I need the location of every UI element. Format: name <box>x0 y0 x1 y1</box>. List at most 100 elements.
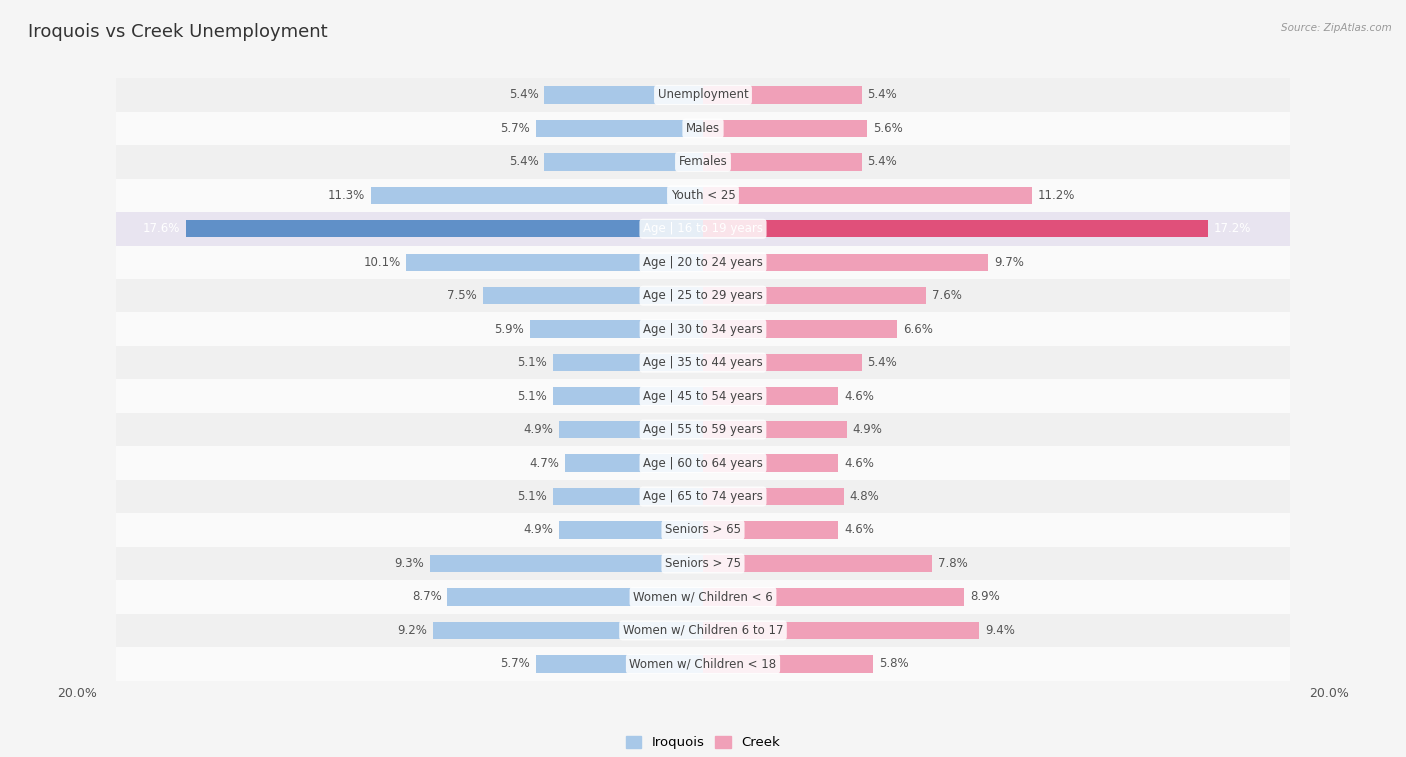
Bar <box>536 655 703 672</box>
Text: Females: Females <box>679 155 727 168</box>
Text: 20.0%: 20.0% <box>56 687 97 700</box>
Text: 5.1%: 5.1% <box>517 490 547 503</box>
Bar <box>544 86 703 104</box>
Text: 4.9%: 4.9% <box>523 423 553 436</box>
Text: Unemployment: Unemployment <box>658 89 748 101</box>
Text: 5.7%: 5.7% <box>501 657 530 671</box>
Text: 7.6%: 7.6% <box>932 289 962 302</box>
Text: Women w/ Children < 6: Women w/ Children < 6 <box>633 590 773 603</box>
Text: Age | 16 to 19 years: Age | 16 to 19 years <box>643 223 763 235</box>
Bar <box>115 145 1291 179</box>
Text: 5.6%: 5.6% <box>873 122 903 135</box>
Bar <box>115 447 1291 480</box>
Text: Seniors > 65: Seniors > 65 <box>665 524 741 537</box>
Text: 5.4%: 5.4% <box>509 89 538 101</box>
Text: 5.4%: 5.4% <box>868 155 897 168</box>
Bar <box>115 78 1291 111</box>
Bar <box>703 522 838 539</box>
Text: 5.4%: 5.4% <box>868 89 897 101</box>
Bar <box>433 621 703 639</box>
Bar <box>703 588 965 606</box>
Text: 5.1%: 5.1% <box>517 356 547 369</box>
Bar <box>115 614 1291 647</box>
Bar <box>115 513 1291 547</box>
Bar <box>703 320 897 338</box>
Bar <box>115 111 1291 145</box>
Text: Age | 20 to 24 years: Age | 20 to 24 years <box>643 256 763 269</box>
Text: 5.8%: 5.8% <box>879 657 908 671</box>
Text: 8.7%: 8.7% <box>412 590 441 603</box>
Bar <box>371 187 703 204</box>
Text: Source: ZipAtlas.com: Source: ZipAtlas.com <box>1281 23 1392 33</box>
Legend: Iroquois, Creek: Iroquois, Creek <box>620 731 786 755</box>
Text: Seniors > 75: Seniors > 75 <box>665 557 741 570</box>
Bar <box>703 621 979 639</box>
Text: 5.4%: 5.4% <box>868 356 897 369</box>
Text: Women w/ Children < 18: Women w/ Children < 18 <box>630 657 776 671</box>
Text: 7.8%: 7.8% <box>938 557 967 570</box>
Bar <box>553 388 703 405</box>
Text: 9.3%: 9.3% <box>394 557 425 570</box>
Bar <box>406 254 703 271</box>
Text: 11.3%: 11.3% <box>328 188 366 202</box>
Bar <box>703 120 868 137</box>
Bar <box>703 220 1208 238</box>
Bar <box>115 580 1291 614</box>
Text: 6.6%: 6.6% <box>903 322 932 335</box>
Bar <box>115 179 1291 212</box>
Text: 4.6%: 4.6% <box>844 390 875 403</box>
Bar <box>560 421 703 438</box>
Text: 17.2%: 17.2% <box>1213 223 1251 235</box>
Bar <box>553 354 703 372</box>
Bar <box>703 187 1032 204</box>
Text: 8.9%: 8.9% <box>970 590 1000 603</box>
Bar <box>703 86 862 104</box>
Text: 5.9%: 5.9% <box>494 322 524 335</box>
Bar <box>115 379 1291 413</box>
Text: 4.7%: 4.7% <box>529 456 560 469</box>
Bar <box>530 320 703 338</box>
Bar <box>536 120 703 137</box>
Text: Age | 35 to 44 years: Age | 35 to 44 years <box>643 356 763 369</box>
Text: 5.4%: 5.4% <box>509 155 538 168</box>
Text: Age | 55 to 59 years: Age | 55 to 59 years <box>643 423 763 436</box>
Bar <box>482 287 703 304</box>
Bar <box>703 488 844 505</box>
Text: Age | 45 to 54 years: Age | 45 to 54 years <box>643 390 763 403</box>
Bar <box>115 346 1291 379</box>
Bar <box>703 287 927 304</box>
Text: 4.6%: 4.6% <box>844 524 875 537</box>
Text: 5.7%: 5.7% <box>501 122 530 135</box>
Text: 4.9%: 4.9% <box>523 524 553 537</box>
Text: Males: Males <box>686 122 720 135</box>
Bar <box>115 279 1291 313</box>
Text: 4.8%: 4.8% <box>849 490 880 503</box>
Bar <box>544 153 703 170</box>
Bar <box>565 454 703 472</box>
Bar <box>703 153 862 170</box>
Bar <box>560 522 703 539</box>
Bar <box>186 220 703 238</box>
Text: Age | 60 to 64 years: Age | 60 to 64 years <box>643 456 763 469</box>
Bar <box>703 555 932 572</box>
Text: 9.7%: 9.7% <box>994 256 1024 269</box>
Bar <box>703 354 862 372</box>
Text: Age | 30 to 34 years: Age | 30 to 34 years <box>643 322 763 335</box>
Text: Age | 25 to 29 years: Age | 25 to 29 years <box>643 289 763 302</box>
Text: 7.5%: 7.5% <box>447 289 477 302</box>
Text: 20.0%: 20.0% <box>1309 687 1350 700</box>
Bar <box>115 313 1291 346</box>
Bar <box>447 588 703 606</box>
Text: Age | 65 to 74 years: Age | 65 to 74 years <box>643 490 763 503</box>
Text: Women w/ Children 6 to 17: Women w/ Children 6 to 17 <box>623 624 783 637</box>
Text: 4.6%: 4.6% <box>844 456 875 469</box>
Text: 5.1%: 5.1% <box>517 390 547 403</box>
Bar <box>115 212 1291 245</box>
Bar <box>703 655 873 672</box>
Bar <box>115 647 1291 681</box>
Text: Youth < 25: Youth < 25 <box>671 188 735 202</box>
Text: 9.2%: 9.2% <box>396 624 427 637</box>
Bar <box>703 388 838 405</box>
Bar <box>115 547 1291 580</box>
Text: 9.4%: 9.4% <box>986 624 1015 637</box>
